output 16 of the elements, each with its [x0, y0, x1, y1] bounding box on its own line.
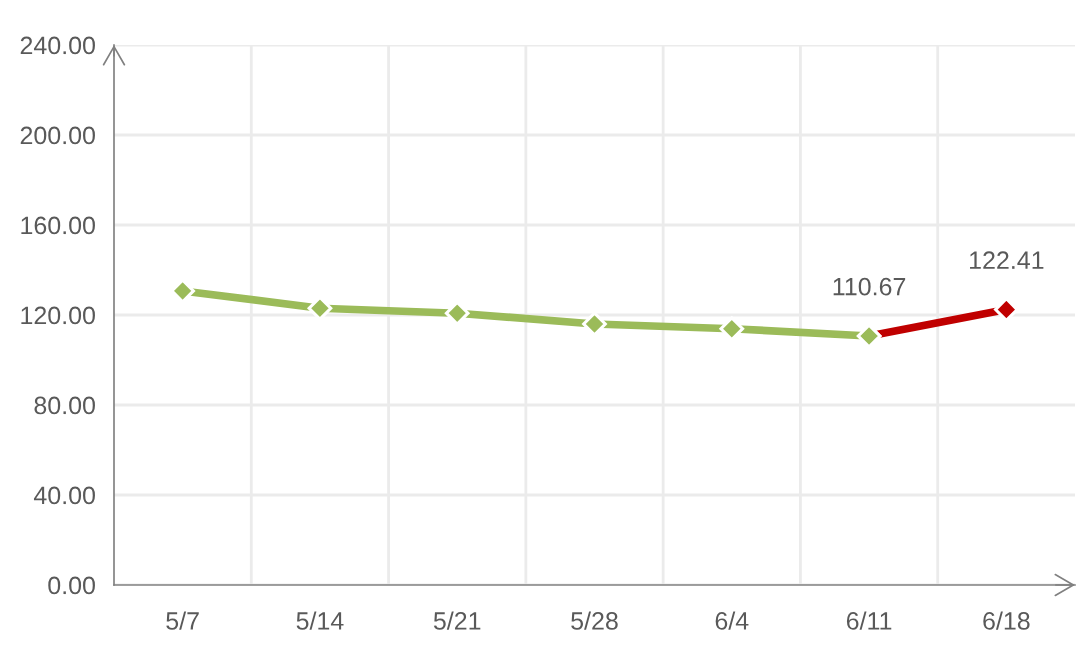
- y-tick-label: 240.00: [20, 36, 95, 55]
- data-label: 122.41: [970, 251, 1044, 269]
- x-tick-label: 6/18: [983, 611, 1030, 630]
- y-tick-label: 200.00: [20, 126, 95, 145]
- data-label: 110.67: [833, 277, 906, 296]
- y-tick-label: 80.00: [34, 396, 95, 415]
- x-tick-label: 6/11: [846, 611, 892, 630]
- x-tick-label: 5/28: [571, 611, 618, 630]
- x-tick-label: 5/14: [296, 611, 344, 630]
- y-tick-label: 160.00: [21, 216, 95, 235]
- x-tick-label: 6/4: [715, 611, 749, 630]
- y-tick-label: 0.00: [48, 576, 95, 595]
- y-tick-label: 120.00: [21, 306, 95, 325]
- x-tick-label: 5/7: [166, 611, 199, 630]
- x-tick-label: 5/21: [433, 611, 481, 630]
- y-tick-label: 40.00: [33, 486, 95, 505]
